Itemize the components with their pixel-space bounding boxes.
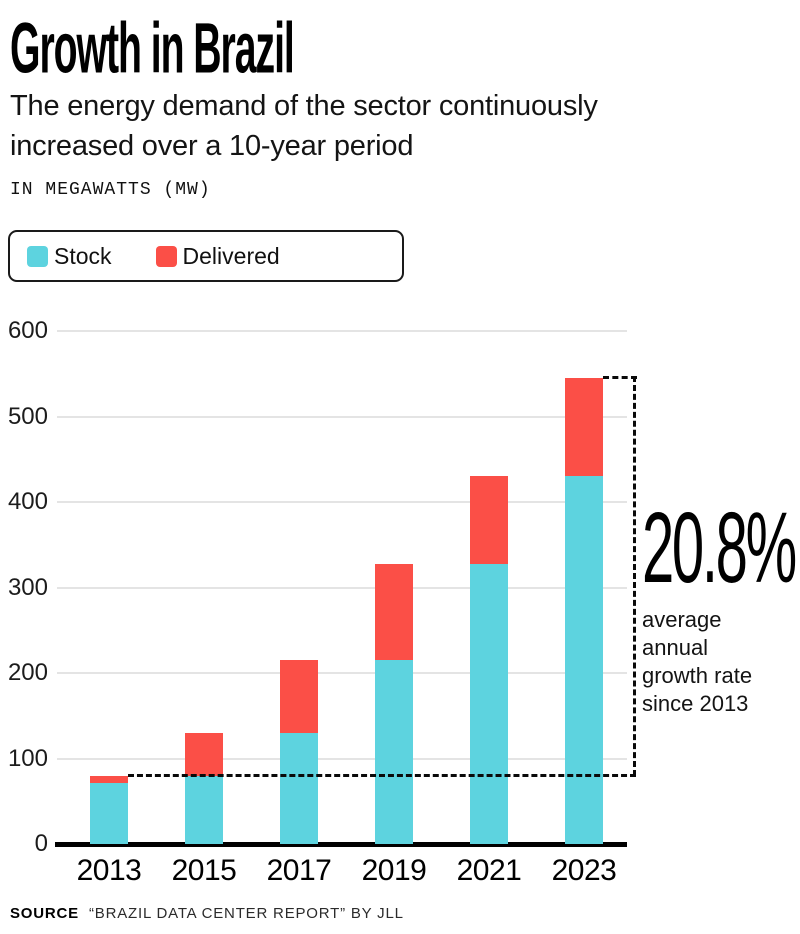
caption-line-4: since 2013 <box>642 691 749 716</box>
bar-2015-delivered <box>185 733 223 776</box>
caption-line-1: average <box>642 607 722 632</box>
caption-line-3: growth rate <box>642 663 753 688</box>
bar-2017-delivered <box>280 660 318 733</box>
y-tick-label-100: 100 <box>7 745 48 772</box>
delivered-swatch-icon <box>155 245 177 267</box>
gridline-500 <box>57 416 627 418</box>
bar-2023-delivered <box>565 378 603 476</box>
bar-2021-delivered <box>470 476 508 564</box>
caption-line-2: annual <box>642 635 709 660</box>
y-tick-label-200: 200 <box>7 659 48 686</box>
source-text: “BRAZIL DATA CENTER REPORT” BY JLL <box>88 905 404 922</box>
bar-2019-delivered <box>375 564 413 660</box>
x-tick-label-2015: 2015 <box>171 854 237 887</box>
source-line: SOURCE “BRAZIL DATA CENTER REPORT” BY JL… <box>10 905 404 922</box>
bar-2021-stock <box>470 564 508 844</box>
y-tick-label-300: 300 <box>7 574 48 601</box>
x-tick-label-2013: 2013 <box>76 854 142 887</box>
growth-rate-caption: average annual growth rate since 2013 <box>642 606 800 718</box>
gridline-100 <box>57 758 627 760</box>
legend-item-delivered: Delivered <box>155 242 280 270</box>
bar-2013-delivered <box>90 776 128 783</box>
legend-label-delivered: Delivered <box>182 242 280 269</box>
x-tick-label-2017: 2017 <box>266 854 332 887</box>
gridline-300 <box>57 587 627 589</box>
legend-label-stock: Stock <box>54 242 112 269</box>
x-tick-label-2023: 2023 <box>551 854 617 887</box>
x-tick-label-2021: 2021 <box>456 854 522 887</box>
chart-subtitle: The energy demand of the sector continuo… <box>10 86 598 166</box>
bar-2019-stock <box>375 660 413 844</box>
bracket-vertical-dash <box>633 376 636 776</box>
bracket-top-dash <box>603 376 637 379</box>
legend-item-stock: Stock <box>27 243 112 270</box>
growth-rate-value: 20.8% <box>642 492 797 604</box>
gridline-400 <box>57 501 627 503</box>
bar-2023-stock <box>565 476 603 844</box>
y-tick-label-0: 0 <box>34 830 48 857</box>
page-title: Growth in Brazil <box>10 7 295 88</box>
source-label: SOURCE <box>10 905 79 922</box>
x-tick-label-2019: 2019 <box>361 854 427 887</box>
subtitle-line-2: increased over a 10-year period <box>10 130 414 162</box>
growth-annotation: 20.8% average annual growth rate since 2… <box>642 492 800 718</box>
gridline-600 <box>57 330 627 332</box>
bracket-bottom-dash <box>128 774 636 777</box>
x-axis-line <box>55 842 627 847</box>
unit-label: IN MEGAWATTS (MW) <box>10 180 211 200</box>
stock-swatch-icon <box>27 245 48 267</box>
chart-legend: Stock Delivered <box>8 230 404 282</box>
bar-2015-stock <box>185 776 223 844</box>
subtitle-line-1: The energy demand of the sector continuo… <box>10 90 598 122</box>
y-tick-label-500: 500 <box>7 403 48 430</box>
bar-2013-stock <box>90 782 128 844</box>
y-tick-label-600: 600 <box>7 317 48 344</box>
bar-2017-stock <box>280 733 318 844</box>
gridline-200 <box>57 672 627 674</box>
y-tick-label-400: 400 <box>7 488 48 515</box>
